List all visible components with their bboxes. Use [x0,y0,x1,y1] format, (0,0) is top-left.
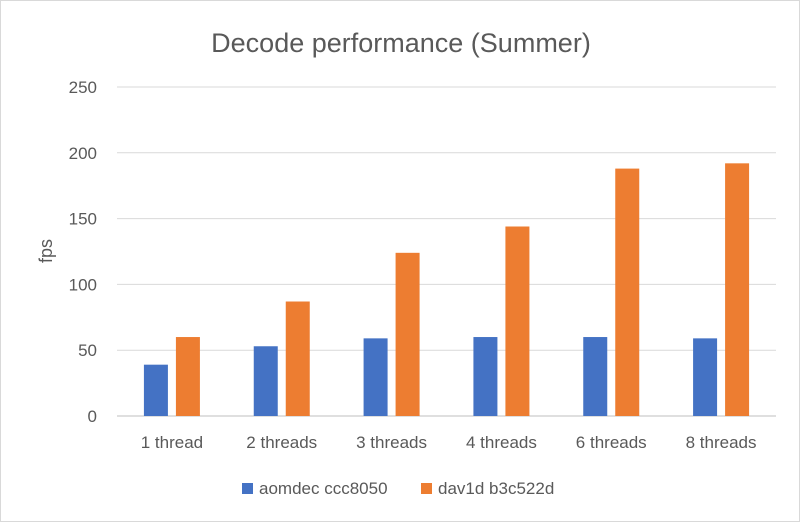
legend-swatch [242,483,253,494]
bar [473,337,498,416]
bar [175,337,200,416]
legend-swatch [421,483,432,494]
bar [693,338,718,416]
bar [725,163,750,416]
bar [395,252,420,416]
x-tick-label: 6 threads [576,433,647,452]
legend-label: aomdec ccc8050 [259,479,388,498]
y-tick-label: 250 [69,78,97,97]
x-tick-label: 3 threads [356,433,427,452]
bar [505,226,530,416]
bars [143,163,750,416]
x-tick-label: 8 threads [686,433,757,452]
bar [285,301,310,416]
x-tick-label: 2 threads [246,433,317,452]
y-tick-label: 50 [78,341,97,360]
x-tick-labels: 1 thread 2 threads 3 threads 4 threads 6 thr… [141,433,757,452]
y-tick-label: 100 [69,275,97,294]
bar [615,168,640,416]
bar [143,364,168,416]
bar [253,346,278,416]
x-tick-label: 4 threads [466,433,537,452]
y-axis-label: fps [36,239,56,263]
chart-title: Decode performance (Summer) [211,28,591,58]
bar [363,338,388,416]
bar [583,337,608,416]
y-tick-label: 0 [88,407,97,426]
y-tick-labels: 0 50 100 150 200 250 [69,78,97,426]
x-tick-label: 1 thread [141,433,203,452]
legend-label: dav1d b3c522d [438,479,554,498]
y-tick-label: 200 [69,144,97,163]
y-tick-label: 150 [69,210,97,229]
gridlines [117,86,776,417]
legend: aomdec ccc8050 dav1d b3c522d [242,479,554,498]
